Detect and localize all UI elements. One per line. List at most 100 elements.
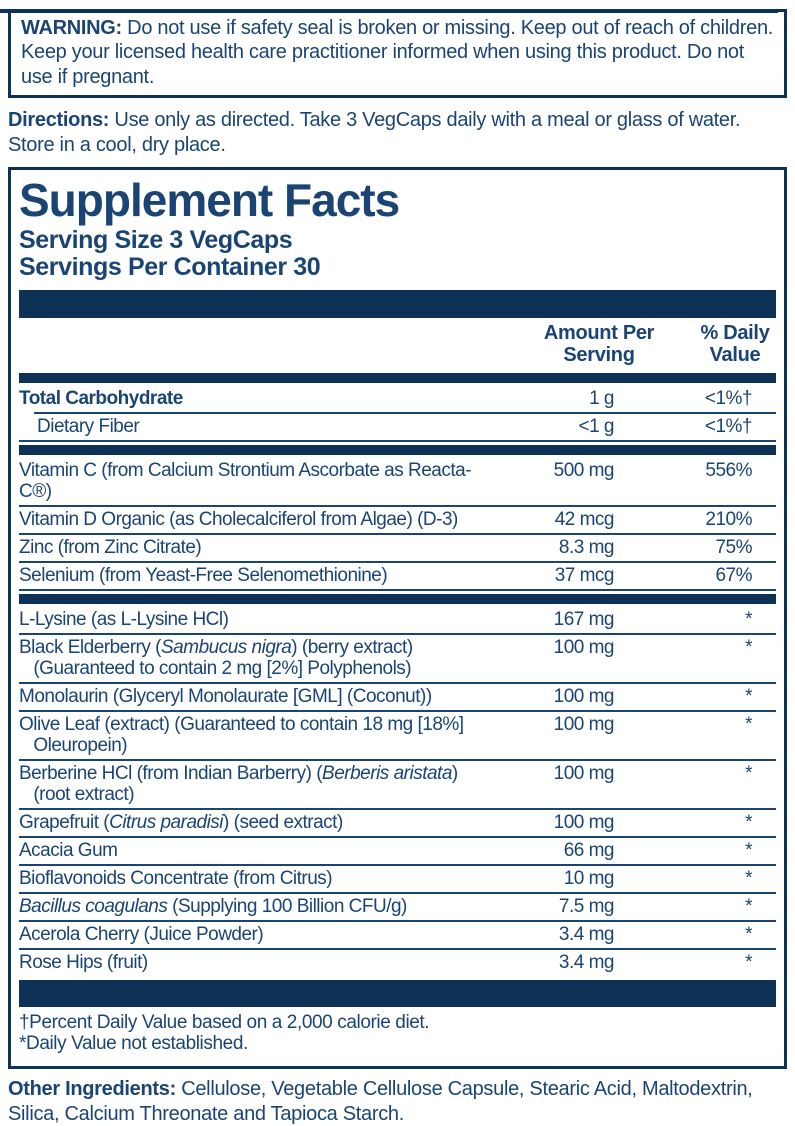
table-row: Rose Hips (fruit) 3.4 mg *	[19, 950, 776, 976]
warning-label: WARNING:	[21, 17, 122, 39]
row-name: Dietary Fiber	[37, 415, 140, 437]
row-separator-line	[19, 588, 776, 591]
row-daily-value: 67%	[715, 564, 752, 586]
row-separator-line	[19, 681, 776, 684]
row-daily-value: 556%	[705, 459, 752, 481]
row-amount: 100 mg	[553, 811, 615, 833]
row-name: Selenium (from Yeast-Free Selenomethioni…	[19, 564, 388, 586]
supplement-facts-title: Supplement Facts	[19, 173, 400, 226]
row-separator-line	[19, 709, 776, 712]
row-amount: 500 mg	[553, 459, 615, 481]
row-amount: 7.5 mg	[558, 895, 615, 917]
serving-size: Serving Size 3 VegCaps	[19, 225, 293, 254]
row-name: Zinc (from Zinc Citrate)	[19, 536, 202, 558]
table-row: Dietary Fiber <1 g <1%†	[19, 414, 776, 440]
row-amount: 66 mg	[563, 839, 615, 861]
table-row: Acacia Gum 66 mg *	[19, 838, 776, 864]
row-amount: 100 mg	[553, 762, 615, 784]
row-name: Acerola Cherry (Juice Powder)	[19, 923, 264, 945]
row-amount: 100 mg	[553, 636, 615, 658]
directions: Directions: Use only as directed. Take 3…	[8, 108, 787, 157]
table-row: Grapefruit (Citrus paradisi) (seed extra…	[19, 810, 776, 836]
row-separator-line	[19, 560, 776, 563]
table-row: Vitamin C (from Calcium Strontium Ascorb…	[19, 458, 776, 505]
table-row: Bioflavonoids Concentrate (from Citrus) …	[19, 866, 776, 892]
table-row: Black Elderberry (Sambucus nigra) (berry…	[19, 635, 776, 682]
row-daily-value: *	[745, 867, 752, 889]
table-row: Total Carbohydrate 1 g <1%†	[19, 386, 776, 412]
table-row: Bacillus coagulans (Supplying 100 Billio…	[19, 894, 776, 920]
row-name: Rose Hips (fruit)	[19, 951, 148, 973]
row-separator-line	[19, 632, 776, 635]
row-name: Acacia Gum	[19, 839, 118, 861]
warning-box: WARNING: Do not use if safety seal is br…	[8, 9, 787, 99]
row-amount: 10 mg	[563, 867, 615, 889]
row-name: Vitamin C (from Calcium Strontium Ascorb…	[19, 459, 472, 502]
row-separator-line	[19, 863, 776, 866]
row-name: Vitamin D Organic (as Cholecalciferol fr…	[19, 508, 458, 530]
table-row: Berberine HCl (from Indian Barberry) (Be…	[19, 761, 776, 808]
row-amount: 100 mg	[553, 713, 615, 735]
top-accent-strip	[0, 9, 778, 13]
table-row: Monolaurin (Glyceryl Monolaurate [GML] (…	[19, 684, 776, 710]
row-name: Bacillus coagulans (Supplying 100 Billio…	[19, 895, 407, 917]
column-headers: Amount Per Serving % Daily Value	[19, 320, 776, 370]
row-name: Berberine HCl (from Indian Barberry) (Be…	[19, 762, 458, 805]
section-divider-bar	[19, 593, 776, 604]
facts-table: Total Carbohydrate 1 g <1%† Dietary Fibe…	[19, 372, 776, 1007]
row-amount: 3.4 mg	[558, 923, 615, 945]
row-separator-line	[19, 835, 776, 838]
row-separator-line	[19, 504, 776, 507]
row-separator-line	[34, 411, 776, 414]
directions-label: Directions:	[8, 109, 110, 132]
footnotes: †Percent Daily Value based on a 2,000 ca…	[19, 1007, 776, 1067]
row-name: Bioflavonoids Concentrate (from Citrus)	[19, 867, 333, 889]
row-name: L-Lysine (as L-Lysine HCl)	[19, 608, 229, 630]
row-daily-value: *	[745, 923, 752, 945]
row-separator-line	[19, 891, 776, 894]
row-daily-value: *	[745, 951, 752, 973]
row-daily-value: *	[745, 895, 752, 917]
other-ingredients: Other Ingredients: Cellulose, Vegetable …	[8, 1077, 787, 1126]
row-name: Total Carbohydrate	[19, 387, 183, 409]
row-amount: 1 g	[589, 387, 614, 409]
row-name: Grapefruit (Citrus paradisi) (seed extra…	[19, 811, 343, 833]
row-amount: <1 g	[578, 415, 614, 437]
row-daily-value: *	[745, 762, 752, 784]
warning-text: Do not use if safety seal is broken or m…	[21, 17, 774, 88]
table-row: Selenium (from Yeast-Free Selenomethioni…	[19, 563, 776, 589]
row-daily-value: *	[745, 608, 752, 630]
header-bar	[19, 289, 776, 318]
footnote-asterisk: *Daily Value not established.	[19, 1033, 248, 1055]
table-row: Olive Leaf (extract) (Guaranteed to cont…	[19, 712, 776, 759]
row-daily-value: *	[745, 839, 752, 861]
row-daily-value: 75%	[715, 536, 752, 558]
row-amount: 167 mg	[553, 608, 615, 630]
servings-per-container: Servings Per Container 30	[19, 252, 321, 281]
row-daily-value: <1%†	[704, 415, 753, 437]
other-ingredients-label: Other Ingredients:	[8, 1078, 176, 1101]
row-amount: 42 mcg	[554, 508, 615, 530]
row-separator-line	[19, 758, 776, 761]
row-name: Monolaurin (Glyceryl Monolaurate [GML] (…	[19, 685, 432, 707]
section-divider-bar	[19, 444, 776, 455]
table-row: L-Lysine (as L-Lysine HCl) 167 mg *	[19, 607, 776, 633]
row-separator-line	[19, 532, 776, 535]
row-daily-value: *	[745, 811, 752, 833]
row-name: Black Elderberry (Sambucus nigra) (berry…	[19, 636, 413, 679]
row-separator-line	[19, 439, 776, 442]
table-row: Acerola Cherry (Juice Powder) 3.4 mg *	[19, 922, 776, 948]
row-name: Olive Leaf (extract) (Guaranteed to cont…	[19, 713, 464, 756]
row-daily-value: <1%†	[704, 387, 753, 409]
row-separator-line	[19, 947, 776, 950]
row-amount: 8.3 mg	[558, 536, 615, 558]
row-amount: 37 mcg	[554, 564, 615, 586]
row-daily-value: 210%	[705, 508, 752, 530]
footnote-daily-value: †Percent Daily Value based on a 2,000 ca…	[19, 1011, 430, 1033]
row-separator-line	[19, 807, 776, 810]
directions-text: Use only as directed. Take 3 VegCaps dai…	[8, 109, 741, 156]
row-amount: 3.4 mg	[558, 951, 615, 973]
column-header-amount: Amount Per Serving	[543, 321, 655, 366]
supplement-facts-panel: Supplement Facts Serving Size 3 VegCaps …	[8, 166, 787, 1070]
section-divider-bar	[19, 979, 776, 1007]
